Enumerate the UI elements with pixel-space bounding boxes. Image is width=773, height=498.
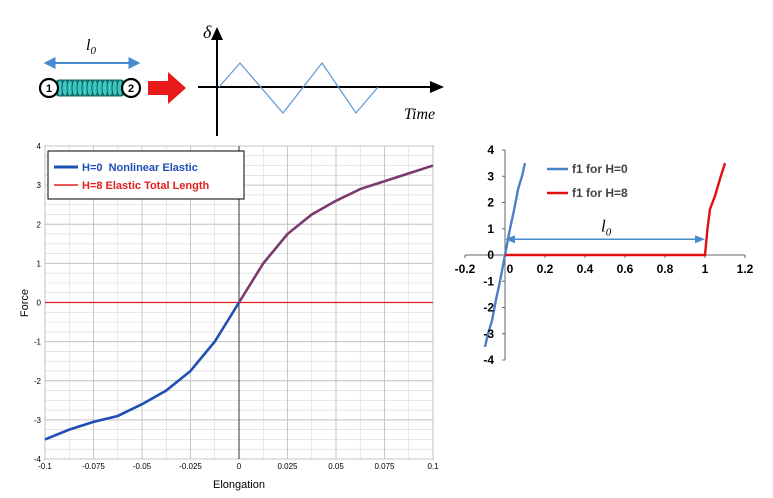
chart1-ytick-label: 0 — [37, 299, 42, 308]
chart1-series-h0-line-positive — [237, 164, 434, 304]
chart1-legend-h8: H=8 Elastic Total Length — [82, 180, 210, 192]
chart1-xtick-label: 0.05 — [328, 462, 344, 471]
node-2-label: 2 — [128, 83, 134, 95]
chart1-ytick-label: -1 — [34, 338, 42, 347]
chart2-legend-h8: f1 for H=8 — [572, 186, 628, 200]
chart1-ytick-label: 1 — [37, 259, 42, 268]
chart2-length-arrowhead-right — [695, 235, 705, 244]
chart2-xtick-label: -0.2 — [455, 262, 476, 276]
node-1-label: 1 — [46, 83, 52, 95]
length-label: l0 — [86, 37, 96, 57]
chart1-ytick-label: -2 — [34, 377, 42, 386]
chart2-legend: f1 for H=0 f1 for H=8 — [547, 162, 628, 200]
chart2-length-arrowhead-left — [505, 235, 515, 244]
chart2-ytick-label: 2 — [487, 196, 494, 210]
chart2-ytick-label: -4 — [483, 353, 494, 367]
chart1-legend: H=0 Nonlinear Elastic H=8 Elastic Total … — [47, 150, 245, 200]
chart1-ytick-label: -4 — [34, 455, 42, 464]
chart1-ylabel: Force — [19, 289, 31, 317]
chart1-xtick-label: 0.025 — [277, 462, 298, 471]
spring-icon — [55, 79, 125, 97]
chart1-xtick-label: 0.075 — [374, 462, 395, 471]
chart2-xtick-label: 0.4 — [577, 262, 594, 276]
chart2-ytick-label: 0 — [487, 248, 494, 262]
chart1-ytick-label: 3 — [37, 181, 42, 190]
chart2-xtick-label: 0.8 — [657, 262, 674, 276]
node-2: 2 — [120, 77, 142, 99]
chart1-xtick-label: -0.075 — [82, 462, 105, 471]
chart2-ytick-label: -1 — [483, 274, 494, 288]
chart1-ytick-label: 2 — [37, 220, 42, 229]
chart2-ytick-label: -2 — [483, 301, 494, 315]
chart1-series-h0-line-negative — [44, 301, 241, 441]
chart1-xtick-label: 0.1 — [427, 462, 439, 471]
chart2-length-label: l0 — [601, 216, 612, 238]
chart2-ytick-label: 1 — [487, 222, 494, 236]
chart1-xtick-label: -0.025 — [179, 462, 202, 471]
chart2-legend-h0: f1 for H=0 — [572, 162, 628, 176]
chart1-ytick-label: -3 — [34, 416, 42, 425]
f1-chart: -0.2 0 0.2 0.4 0.6 0.8 1 1.2 4 3 2 1 -1 -2 -3 -4 0 f1 fo… — [455, 143, 754, 367]
chart1-legend-h0: H=0 Nonlinear Elastic — [82, 162, 198, 174]
chart1-xlabel: Elongation — [213, 479, 265, 491]
chart2-xtick-label: 1 — [702, 262, 709, 276]
node-1: 1 — [38, 77, 60, 99]
chart2-xtick-label: 1.2 — [737, 262, 754, 276]
chart2-ytick-label: 3 — [487, 169, 494, 183]
chart2-series-h8-line — [505, 162, 727, 257]
chart2-xtick-label: 0 — [507, 262, 514, 276]
chart2-ytick-label: 4 — [487, 143, 494, 157]
chart1-xtick-label: -0.05 — [133, 462, 152, 471]
time-label: Time — [404, 106, 435, 123]
force-elongation-chart: -0.1 -0.075 -0.05 -0.025 0 0.025 0.05 0.075 0.1 4… — [19, 142, 439, 491]
chart1-xtick-label: -0.1 — [38, 462, 52, 471]
chart2-ytick-label: -3 — [483, 327, 494, 341]
spring-schematic: l0 1 2 δ Time — [38, 22, 444, 136]
chart2-xtick-label: 0.2 — [537, 262, 554, 276]
chart2-xtick-label: 0.6 — [617, 262, 634, 276]
chart1-xtick-label: 0 — [237, 462, 242, 471]
triangle-wave — [218, 61, 379, 114]
delta-label: δ — [203, 22, 212, 42]
load-arrow-icon — [148, 72, 186, 104]
chart1-ytick-label: 4 — [37, 142, 42, 151]
